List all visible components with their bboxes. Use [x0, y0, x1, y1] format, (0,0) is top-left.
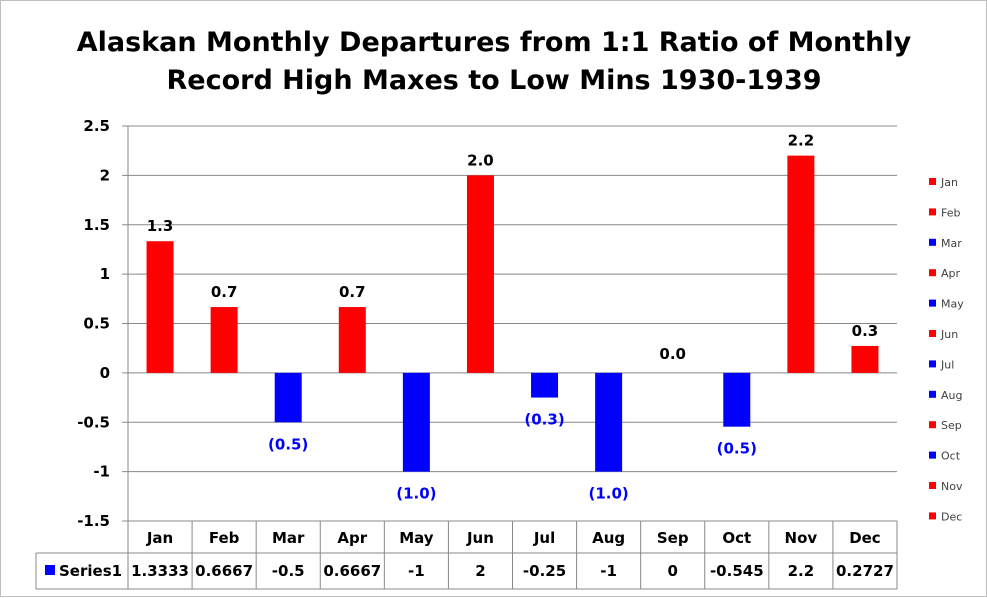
category-label: Sep [657, 529, 689, 547]
bar-mar [274, 372, 302, 423]
legend-label: Aug [941, 389, 962, 402]
data-label: 0.7 [211, 283, 238, 301]
y-tick-label: -1 [93, 463, 110, 481]
y-tick-label: 0 [100, 364, 110, 382]
legend-swatch [929, 238, 936, 246]
gridlines [122, 125, 897, 522]
series-name: Series1 [59, 562, 122, 580]
legend-swatch [929, 208, 936, 216]
category-label: Jul [533, 529, 555, 547]
series-key-swatch [45, 565, 55, 575]
category-label: Dec [849, 529, 881, 547]
table-value: 2.2 [788, 562, 815, 580]
y-tick-label: 1 [100, 265, 110, 283]
legend-label: Feb [941, 206, 960, 219]
table-value: -1 [408, 562, 425, 580]
legend-swatch [929, 512, 936, 520]
table-value: 0.6667 [195, 562, 253, 580]
y-tick-label: 2.5 [83, 117, 110, 135]
legend-label: Nov [941, 480, 963, 493]
legend-swatch [929, 360, 936, 368]
legend-swatch [929, 482, 936, 489]
table-value: -1 [600, 562, 617, 580]
bar-may [402, 372, 430, 472]
data-table: Jan Feb Mar Apr May Jun Jul Aug Sep Oct Nov Dec Seri… [35, 520, 898, 590]
y-tick-label: 2 [100, 166, 110, 184]
data-label: 0.7 [339, 283, 366, 301]
bar-jan [146, 241, 174, 373]
table-value: -0.25 [523, 562, 566, 580]
legend-label: Jun [940, 328, 958, 341]
bar-nov [787, 155, 815, 373]
category-label: Apr [337, 529, 367, 547]
bar-oct [723, 372, 751, 427]
data-label: 2.0 [467, 151, 494, 169]
legend-label: Jan [940, 176, 958, 189]
legend-swatch [929, 269, 936, 277]
chart-title-line: Record High Maxes to Low Mins 1930-1939 [166, 65, 821, 96]
bar-aug [595, 372, 623, 472]
table-value: 0.6667 [323, 562, 381, 580]
legend-label: May [941, 298, 964, 311]
bar-jun [466, 175, 494, 373]
data-label: (0.3) [524, 411, 564, 429]
table-value: -0.545 [710, 562, 764, 580]
y-tick-label: 0.5 [83, 315, 110, 333]
legend: Jan Feb Mar Apr May Jun Jul Aug Sep Oct Nov Dec [929, 176, 964, 523]
legend-label: Oct [941, 450, 961, 463]
data-label: (1.0) [396, 485, 436, 503]
legend-label: Mar [941, 237, 962, 250]
data-label: (1.0) [588, 485, 628, 503]
data-label: (0.5) [268, 435, 308, 453]
y-tick-label: -0.5 [77, 413, 110, 431]
legend-label: Sep [941, 419, 962, 432]
table-value: 0 [667, 562, 677, 580]
table-value: 1.3333 [131, 562, 189, 580]
data-label: 1.3 [147, 217, 174, 235]
bar-feb [210, 307, 238, 373]
data-label: (0.5) [717, 440, 757, 458]
legend-swatch [929, 299, 936, 307]
legend-swatch [929, 390, 936, 398]
y-tick-label: 1.5 [83, 216, 110, 234]
legend-swatch [929, 330, 936, 337]
data-label: 0.0 [659, 345, 686, 363]
legend-swatch [929, 421, 936, 429]
category-label: Feb [209, 529, 240, 547]
category-label: Nov [785, 529, 818, 547]
y-axis-ticks: 2.5 2 1.5 1 0.5 0 -0.5 -1 -1.5 [77, 117, 110, 530]
data-label: 0.3 [852, 322, 879, 340]
bar-jul [531, 372, 559, 398]
legend-label: Apr [941, 267, 961, 280]
table-value: 2 [475, 562, 485, 580]
bar-apr [338, 307, 366, 373]
y-tick-label: -1.5 [77, 512, 110, 530]
legend-swatch [929, 178, 936, 185]
bars [146, 155, 879, 472]
legend-swatch [929, 451, 936, 459]
category-label: Jun [466, 529, 494, 547]
data-labels: 1.3 0.7 (0.5) 0.7 (1.0) 2.0 (0.3) (1.0) 0.0 (0.5)… [147, 132, 878, 503]
legend-label: Dec [941, 510, 962, 523]
legend-label: Jul [940, 358, 954, 371]
table-value: -0.5 [272, 562, 305, 580]
category-label: Oct [722, 529, 751, 547]
chart-title: Alaskan Monthly Departures from 1:1 Rati… [77, 27, 912, 96]
category-label: Jan [146, 529, 173, 547]
table-value: 0.2727 [836, 562, 894, 580]
category-label: May [399, 529, 434, 547]
data-label: 2.2 [788, 132, 815, 150]
chart-title-line: Alaskan Monthly Departures from 1:1 Rati… [77, 27, 912, 58]
category-label: Aug [592, 529, 625, 547]
category-label: Mar [272, 529, 305, 547]
bar-dec [851, 345, 879, 373]
